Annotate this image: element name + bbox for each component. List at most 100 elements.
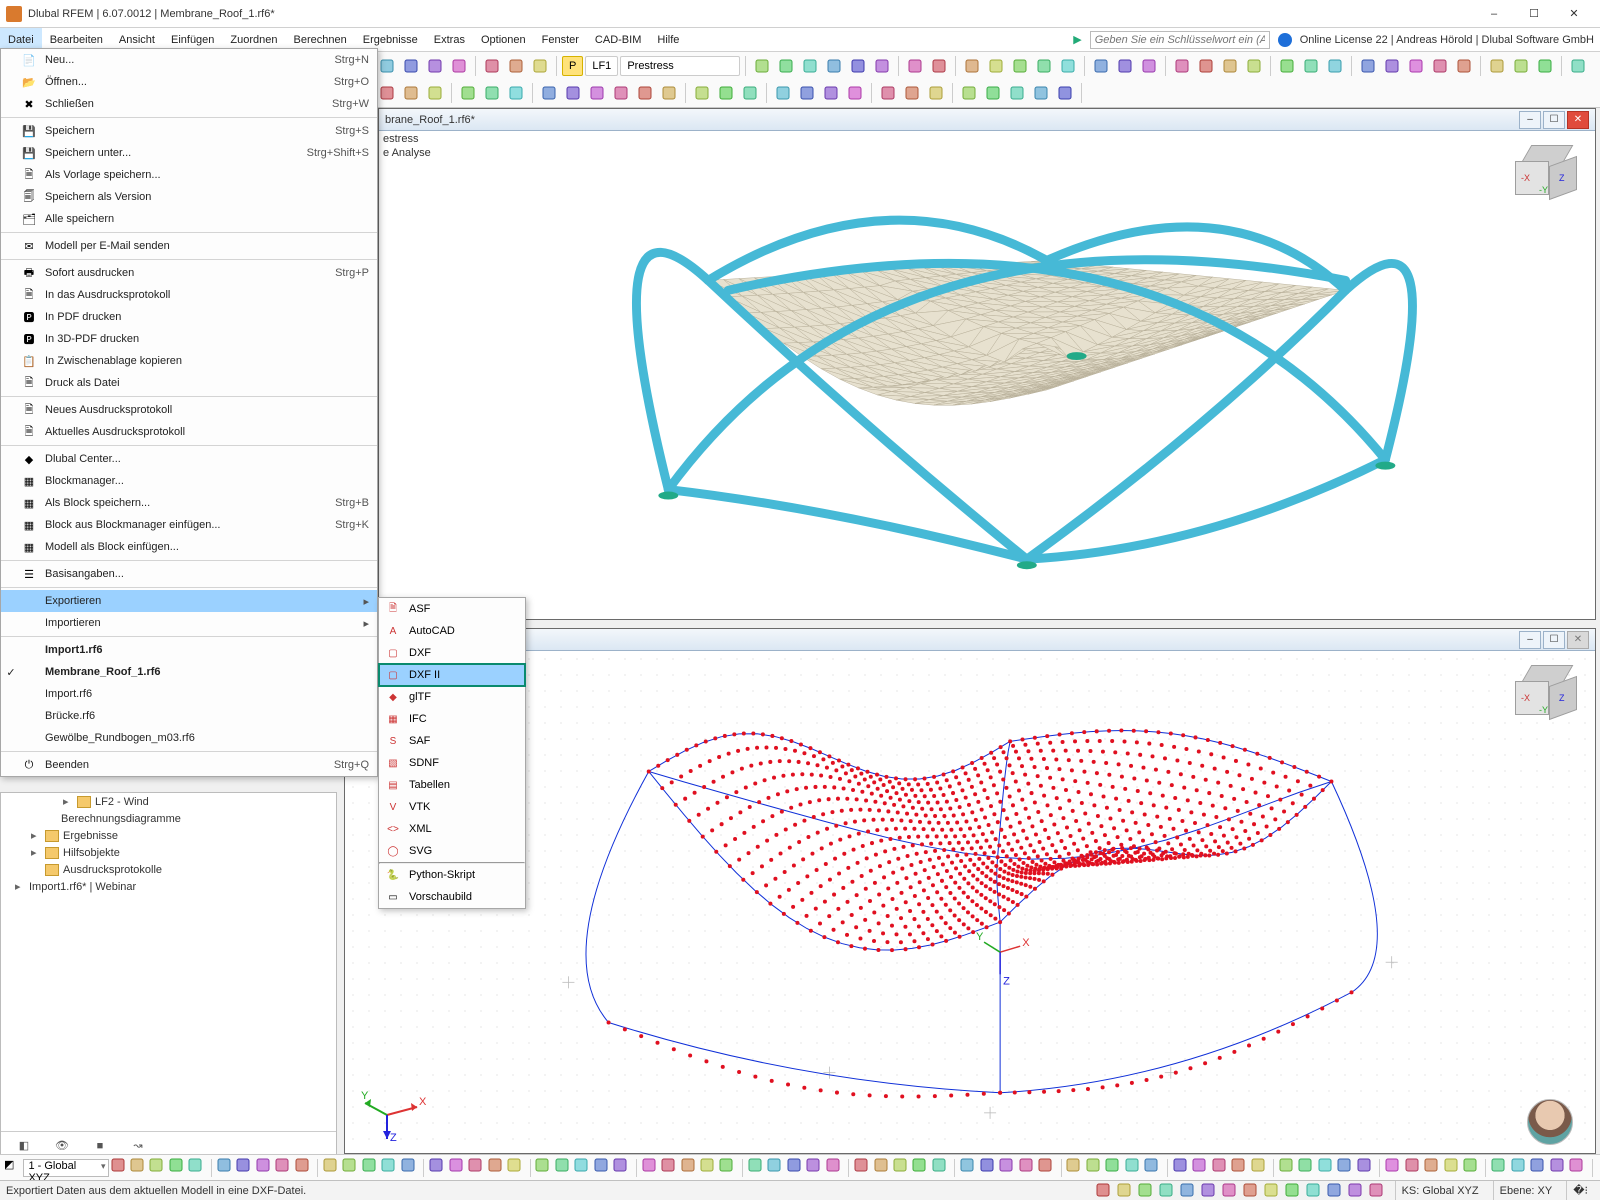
toolbar-button[interactable]	[586, 82, 608, 104]
menu-cad-bim[interactable]: CAD-BIM	[587, 28, 649, 51]
toolbar-button[interactable]	[719, 1158, 736, 1178]
toolbar-button[interactable]	[826, 1158, 843, 1178]
toolbar-button[interactable]	[871, 55, 893, 77]
toolbar-button[interactable]	[424, 55, 446, 77]
menu-extras[interactable]: Extras	[426, 28, 473, 51]
toolbar-button[interactable]	[1114, 55, 1136, 77]
toolbar-button[interactable]	[1030, 82, 1052, 104]
p-badge[interactable]: P	[562, 56, 583, 76]
toolbar-button[interactable]	[904, 55, 926, 77]
toolbar-button[interactable]	[505, 82, 527, 104]
file-menu-item[interactable]: 🗎Druck als Datei	[1, 372, 377, 394]
toolbar-button[interactable]	[980, 1158, 997, 1178]
menu-fenster[interactable]: Fenster	[534, 28, 587, 51]
toolbar-button[interactable]	[448, 55, 470, 77]
viewport-top[interactable]: brane_Roof_1.rf6* – ☐ ✕ estress e Analys…	[378, 108, 1596, 620]
toolbar-button[interactable]	[529, 55, 551, 77]
toolbar-button[interactable]	[799, 55, 821, 77]
toolbar-button[interactable]	[424, 82, 446, 104]
statusbar-icon[interactable]	[1327, 1183, 1345, 1199]
file-menu-item[interactable]: 🗂Alle speichern	[1, 208, 377, 230]
export-item-vtk[interactable]: VVTK	[379, 796, 525, 818]
toolbar-button[interactable]	[999, 1158, 1016, 1178]
file-menu-item[interactable]: 📂Öffnen...Strg+O	[1, 71, 377, 93]
toolbar-button[interactable]	[401, 1158, 418, 1178]
toolbar-button[interactable]	[1086, 1158, 1103, 1178]
toolbar-button[interactable]	[1486, 55, 1508, 77]
toolbar-button[interactable]	[642, 1158, 659, 1178]
toolbar-button[interactable]	[574, 1158, 591, 1178]
toolbar-button[interactable]	[925, 82, 947, 104]
toolbar-button[interactable]	[961, 55, 983, 77]
toolbar-button[interactable]	[376, 82, 398, 104]
toolbar-button[interactable]	[820, 82, 842, 104]
toolbar-button[interactable]	[130, 1158, 147, 1178]
file-menu-item[interactable]: 💾Speichern unter...Strg+Shift+S	[1, 142, 377, 164]
file-menu-item[interactable]: 🅿In 3D-PDF drucken	[1, 328, 377, 350]
toolbar-button[interactable]	[1033, 55, 1055, 77]
file-menu-item[interactable]: ▦Block aus Blockmanager einfügen...Strg+…	[1, 514, 377, 536]
toolbar-button[interactable]	[236, 1158, 253, 1178]
toolbar-button[interactable]	[1298, 1158, 1315, 1178]
statusbar-icon[interactable]	[1117, 1183, 1135, 1199]
toolbar-button[interactable]	[1444, 1158, 1461, 1178]
toolbar-button[interactable]	[960, 1158, 977, 1178]
statusbar-icon[interactable]	[1180, 1183, 1198, 1199]
toolbar-button[interactable]	[1550, 1158, 1567, 1178]
toolbar-button[interactable]	[751, 55, 773, 77]
toolbar-button[interactable]	[217, 1158, 234, 1178]
file-menu-item[interactable]: ▦Als Block speichern...Strg+B	[1, 492, 377, 514]
toolbar-button[interactable]	[505, 55, 527, 77]
toolbar-button[interactable]	[1125, 1158, 1142, 1178]
toolbar-button[interactable]	[700, 1158, 717, 1178]
toolbar-button[interactable]	[1171, 55, 1193, 77]
file-menu-item[interactable]: 🗎In das Ausdrucksprotokoll	[1, 284, 377, 306]
statusbar-icon[interactable]	[1222, 1183, 1240, 1199]
toolbar-button[interactable]	[854, 1158, 871, 1178]
toolbar-button[interactable]	[342, 1158, 359, 1178]
toolbar-button[interactable]	[844, 82, 866, 104]
statusbar-icon[interactable]	[1243, 1183, 1261, 1199]
toolbar-button[interactable]	[1279, 1158, 1296, 1178]
toolbar-button[interactable]	[468, 1158, 485, 1178]
toolbar-button[interactable]	[400, 82, 422, 104]
toolbar-button[interactable]	[376, 55, 398, 77]
export-item-xml[interactable]: <>XML	[379, 818, 525, 840]
tree-item[interactable]: ▸LF2 - Wind	[1, 793, 336, 810]
file-menu-item[interactable]: 🖶Sofort ausdruckenStrg+P	[1, 262, 377, 284]
navigator-tree-panel[interactable]: ▸LF2 - WindBerechnungsdiagramme▸Ergebnis…	[0, 792, 337, 1160]
statusbar-icon[interactable]	[1159, 1183, 1177, 1199]
statusbar-icon[interactable]	[1306, 1183, 1324, 1199]
navigation-cube[interactable]: -X -Y Z	[1515, 665, 1577, 727]
toolbar-button[interactable]	[1357, 1158, 1374, 1178]
toolbar-button[interactable]	[1510, 55, 1532, 77]
export-item-gltf[interactable]: ◆glTF	[379, 686, 525, 708]
viewport-bottom-canvas[interactable]: XYZ -X -Y Z X Y Z	[345, 651, 1595, 1153]
toolbar-button[interactable]	[1318, 1158, 1335, 1178]
toolbar-button[interactable]	[1009, 55, 1031, 77]
toolbar-button[interactable]	[1219, 55, 1241, 77]
toolbar-button[interactable]	[535, 1158, 552, 1178]
file-menu-item[interactable]: ☰Basisangaben...	[1, 563, 377, 585]
toolbar-button[interactable]	[256, 1158, 273, 1178]
toolbar-button[interactable]	[1138, 55, 1160, 77]
lf-badge[interactable]: LF1	[585, 56, 618, 76]
menu-optionen[interactable]: Optionen	[473, 28, 534, 51]
toolbar-button[interactable]	[847, 55, 869, 77]
navigator-tab-camera-icon[interactable]: ■	[87, 1136, 113, 1156]
statusbar-icon[interactable]	[1369, 1183, 1387, 1199]
toolbar-button[interactable]	[1019, 1158, 1036, 1178]
file-menu-item[interactable]: ▦Modell als Block einfügen...	[1, 536, 377, 558]
toolbar-button[interactable]	[562, 82, 584, 104]
export-item-vorschaubild[interactable]: ▭Vorschaubild	[379, 886, 525, 908]
toolbar-button[interactable]	[767, 1158, 784, 1178]
toolbar-button[interactable]	[739, 82, 761, 104]
statusbar-icon[interactable]	[1264, 1183, 1282, 1199]
toolbar-button[interactable]	[488, 1158, 505, 1178]
toolbar-button[interactable]	[275, 1158, 292, 1178]
toolbar-button[interactable]	[295, 1158, 312, 1178]
toolbar-button[interactable]	[691, 82, 713, 104]
toolbar-button[interactable]	[893, 1158, 910, 1178]
export-item-ifc[interactable]: ▦IFC	[379, 708, 525, 730]
file-menu-item[interactable]: 📋In Zwischenablage kopieren	[1, 350, 377, 372]
